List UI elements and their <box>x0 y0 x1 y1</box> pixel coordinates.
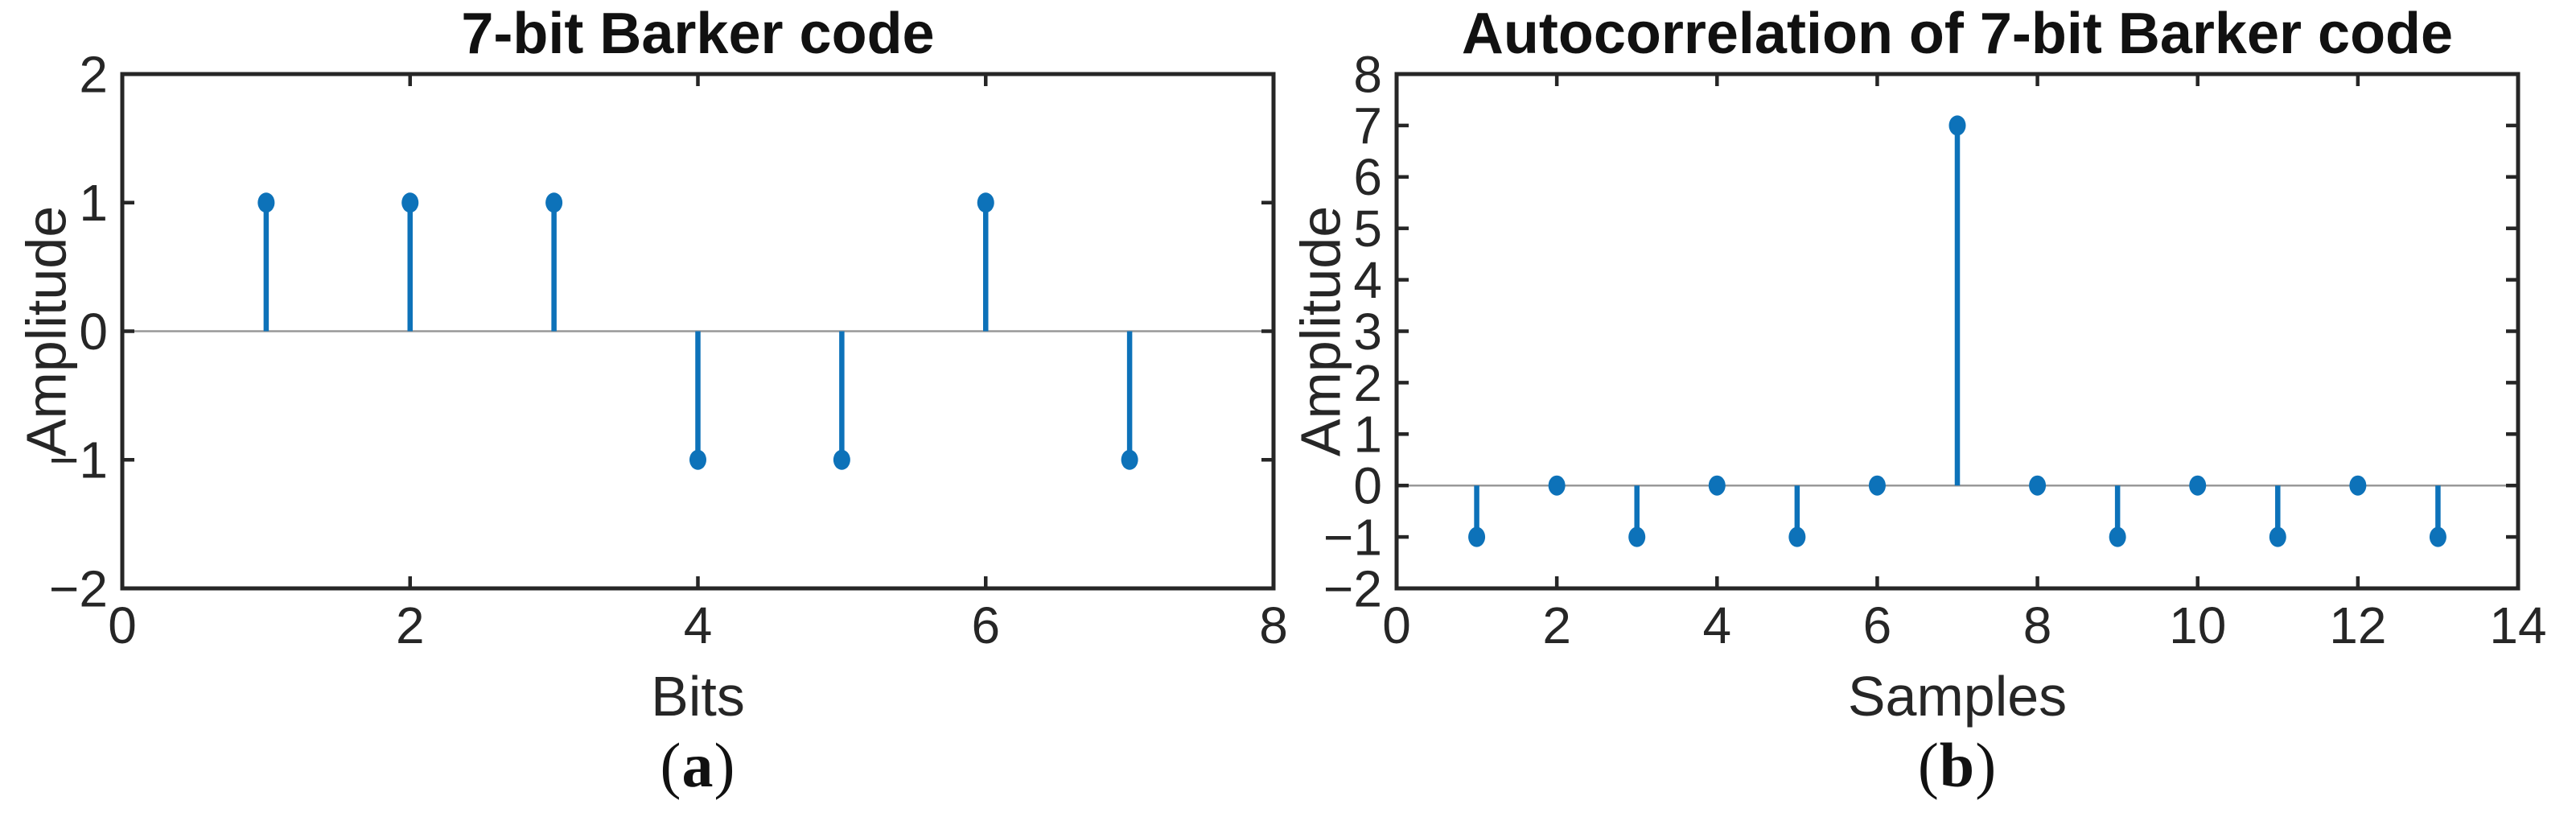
stem-marker <box>977 192 994 213</box>
stem-marker <box>1788 526 1806 547</box>
x-tick-label: 6 <box>1863 596 1892 654</box>
stem-marker <box>833 449 850 470</box>
x-tick-label: 8 <box>2023 596 2052 654</box>
y-tick-label: 5 <box>1353 200 1382 258</box>
stem-marker <box>689 449 706 470</box>
stem-marker <box>2109 526 2126 547</box>
y-tick-label: 0 <box>1353 457 1382 515</box>
stem-marker <box>2189 475 2207 496</box>
stem-marker <box>1708 475 1726 496</box>
y-tick-label: −2 <box>1323 559 1382 617</box>
panel-a-caption: (a) <box>122 729 1274 802</box>
panel-b-caption: (b) <box>1397 729 2518 802</box>
caption-letter: a <box>681 730 714 800</box>
chart-title: Autocorrelation of 7-bit Barker code <box>1462 2 2453 66</box>
stem-marker <box>2429 526 2446 547</box>
stem-marker <box>401 192 419 213</box>
y-tick-label: 2 <box>1353 354 1382 412</box>
stem-marker <box>257 192 275 213</box>
stem-marker <box>1868 475 1886 496</box>
y-tick-label: −1 <box>49 431 108 489</box>
y-tick-label: 1 <box>1353 406 1382 464</box>
caption-paren-close: ) <box>714 730 736 800</box>
x-axis-label: Bits <box>651 665 745 728</box>
caption-paren-close: ) <box>1975 730 1998 800</box>
y-tick-label: −1 <box>1323 509 1382 567</box>
x-tick-label: 2 <box>396 596 425 654</box>
x-tick-label: 10 <box>2169 596 2226 654</box>
x-tick-label: 6 <box>971 596 1000 654</box>
caption-letter: b <box>1939 730 1976 800</box>
stem-marker <box>1468 526 1486 547</box>
y-axis-label: Amplitude <box>15 206 78 456</box>
chart-title: 7-bit Barker code <box>461 2 934 66</box>
x-tick-label: 12 <box>2329 596 2386 654</box>
stem-chart-autocorrelation: 0 2 4 6 8 10 12 14−2−1012345678Autocorrelation … <box>1290 2 2547 728</box>
stem-marker <box>1628 526 1646 547</box>
panel-a: 0 2 4 6 8 −2 −1 0 1 2 7-bit Barker code Bits Amplitu… <box>15 2 1288 802</box>
x-tick-label: 4 <box>1702 596 1731 654</box>
stem-marker <box>2269 526 2286 547</box>
stem-marker <box>545 192 563 213</box>
y-tick-label: 2 <box>79 45 108 103</box>
stem-marker <box>1548 475 1566 496</box>
caption-paren-open: ( <box>1917 730 1940 800</box>
x-tick-label: 0 <box>1382 596 1411 654</box>
y-tick-label: 4 <box>1353 251 1382 309</box>
stem-marker <box>1948 115 1966 136</box>
x-tick-label: 4 <box>684 596 713 654</box>
x-tick-label: 14 <box>2489 596 2546 654</box>
stem-marker <box>1121 449 1138 470</box>
x-tick-label: 0 <box>108 596 137 654</box>
y-tick-label: 0 <box>79 303 108 361</box>
y-tick-label: 7 <box>1353 97 1382 155</box>
y-tick-label: −2 <box>49 559 108 617</box>
stem-marker <box>2349 475 2367 496</box>
y-tick-label: 6 <box>1353 148 1382 206</box>
caption-paren-open: ( <box>660 730 682 800</box>
x-axis-label: Samples <box>1848 665 2067 728</box>
panel-b: 0 2 4 6 8 10 12 14 −2 −1 0 1 2 3 4 5 6 7 8 Autocorrelation … <box>1288 0 2576 821</box>
x-tick-label: 8 <box>1259 596 1288 654</box>
y-tick-label: 3 <box>1353 303 1382 361</box>
y-tick-label: 1 <box>79 174 108 232</box>
y-tick-label: 8 <box>1353 45 1382 103</box>
stem-chart-barker-code: 0 2 4 6 8 −2 −1 0 1 2 7-bit Barker code Bits Amplitu… <box>15 2 1288 728</box>
stem-marker <box>2029 475 2047 496</box>
x-tick-label: 2 <box>1542 596 1571 654</box>
y-axis-label: Amplitude <box>1290 206 1352 456</box>
